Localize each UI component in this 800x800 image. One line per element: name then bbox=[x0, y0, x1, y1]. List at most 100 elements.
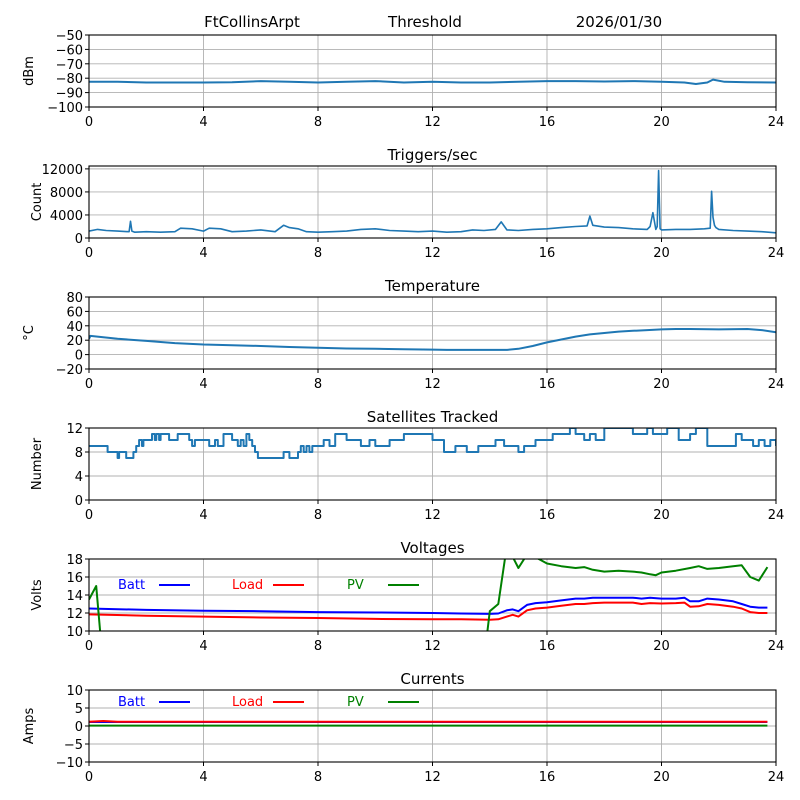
y-tick-label: 12000 bbox=[42, 163, 83, 178]
y-tick-label: 0 bbox=[75, 349, 83, 364]
x-tick-label: 16 bbox=[539, 115, 556, 130]
x-tick-label: 20 bbox=[653, 508, 670, 523]
series-line-temperature-temperature bbox=[89, 328, 776, 351]
x-tick-label: 12 bbox=[424, 770, 441, 785]
y-tick-label: 16 bbox=[66, 571, 83, 586]
x-tick-label: 16 bbox=[539, 246, 556, 261]
chart-title: Satellites Tracked bbox=[367, 408, 498, 426]
x-tick-label: 12 bbox=[424, 377, 441, 392]
x-tick-label: 0 bbox=[85, 639, 93, 654]
chart-title: Currents bbox=[400, 670, 464, 688]
x-tick-label: 4 bbox=[199, 377, 207, 392]
x-tick-label: 8 bbox=[314, 246, 322, 261]
y-tick-label: 12 bbox=[66, 422, 83, 437]
y-tick-label: −5 bbox=[64, 738, 83, 753]
x-tick-label: 16 bbox=[539, 639, 556, 654]
panel-currents: 0 4 8 12 16 20 24 −10 −5 0 5 10 Currents Amps Batt Load… bbox=[22, 670, 784, 785]
panel-voltages: 0 4 8 12 16 20 24 10 12 14 16 18 Voltages Volts Batt Lo… bbox=[30, 539, 784, 654]
x-tick-label: 0 bbox=[85, 377, 93, 392]
x-tick-label: 24 bbox=[768, 246, 785, 261]
x-tick-label: 0 bbox=[85, 246, 93, 261]
series-line-triggers-triggers bbox=[89, 169, 776, 234]
x-tick-label: 20 bbox=[653, 377, 670, 392]
legend-label-batt: Batt bbox=[118, 695, 145, 710]
y-axis-label: Number bbox=[30, 437, 45, 490]
series-line-voltages-batt bbox=[89, 596, 768, 615]
x-tick-label: 12 bbox=[424, 639, 441, 654]
y-tick-label: 14 bbox=[66, 589, 83, 604]
y-tick-label: −60 bbox=[56, 43, 83, 58]
y-tick-label: −100 bbox=[47, 101, 83, 116]
y-tick-label: 4 bbox=[75, 470, 83, 485]
x-tick-label: 24 bbox=[768, 639, 785, 654]
x-tick-label: 16 bbox=[539, 377, 556, 392]
series-line-voltages-pv bbox=[89, 559, 769, 631]
y-tick-label: 60 bbox=[66, 305, 83, 320]
x-tick-label: 16 bbox=[539, 770, 556, 785]
x-tick-label: 4 bbox=[199, 508, 207, 523]
x-tick-label: 12 bbox=[424, 508, 441, 523]
legend-label-batt: Batt bbox=[118, 578, 145, 593]
x-tick-label: 0 bbox=[85, 115, 93, 130]
x-tick-label: 12 bbox=[424, 115, 441, 130]
y-tick-label: 12 bbox=[66, 607, 83, 622]
series-line-currents-load bbox=[89, 720, 768, 723]
x-tick-label: 8 bbox=[314, 115, 322, 130]
panel-triggers: 0 4 8 12 16 20 24 0 4000 8000 12000 Triggers/sec Cou… bbox=[30, 146, 784, 261]
y-tick-label: 20 bbox=[66, 334, 83, 349]
panel-satellites: 0 4 8 12 16 20 24 0 4 8 12 Satellites Tracked Number bbox=[30, 408, 784, 523]
y-tick-label: −90 bbox=[56, 87, 83, 102]
y-axis-label: °C bbox=[22, 325, 37, 341]
y-tick-label: −50 bbox=[56, 29, 83, 44]
x-tick-label: 8 bbox=[314, 770, 322, 785]
x-tick-label: 8 bbox=[314, 639, 322, 654]
legend-label-load: Load bbox=[232, 695, 263, 710]
x-tick-label: 4 bbox=[199, 115, 207, 130]
x-tick-label: 20 bbox=[653, 639, 670, 654]
y-tick-label: 5 bbox=[75, 702, 83, 717]
chart-title: Triggers/sec bbox=[387, 146, 478, 164]
x-tick-label: 24 bbox=[768, 770, 785, 785]
chart-title: Voltages bbox=[400, 539, 464, 557]
y-tick-label: 8 bbox=[75, 446, 83, 461]
y-tick-label: 10 bbox=[66, 684, 83, 699]
series-line-signal-signal bbox=[89, 78, 776, 85]
y-tick-label: 0 bbox=[75, 494, 83, 509]
y-tick-label: 80 bbox=[66, 291, 83, 306]
series-line-satellites-satellites bbox=[89, 428, 776, 459]
y-tick-label: −20 bbox=[56, 363, 83, 378]
legend-label-pv: PV bbox=[347, 578, 364, 593]
y-tick-label: 18 bbox=[66, 553, 83, 568]
x-tick-label: 4 bbox=[199, 770, 207, 785]
y-tick-label: 4000 bbox=[50, 209, 83, 224]
y-axis-label: dBm bbox=[22, 56, 37, 86]
y-axis-label: Count bbox=[30, 183, 45, 222]
x-tick-label: 4 bbox=[199, 246, 207, 261]
x-tick-label: 16 bbox=[539, 508, 556, 523]
y-axis-label: Volts bbox=[30, 579, 45, 611]
x-tick-label: 24 bbox=[768, 377, 785, 392]
x-tick-label: 24 bbox=[768, 115, 785, 130]
x-tick-label: 0 bbox=[85, 508, 93, 523]
header-mode: Threshold bbox=[387, 13, 462, 31]
x-tick-label: 24 bbox=[768, 508, 785, 523]
x-tick-label: 20 bbox=[653, 770, 670, 785]
x-tick-label: 4 bbox=[199, 639, 207, 654]
header-station: FtCollinsArpt bbox=[204, 13, 300, 31]
header-date: 2026/01/30 bbox=[576, 13, 662, 31]
x-tick-label: 8 bbox=[314, 377, 322, 392]
legend-label-load: Load bbox=[232, 578, 263, 593]
y-axis-label: Amps bbox=[22, 707, 37, 744]
series-line-voltages-load bbox=[89, 601, 768, 621]
y-tick-label: −10 bbox=[56, 756, 83, 771]
chart-title: Temperature bbox=[384, 277, 480, 295]
panel-signal: 0 4 8 12 16 20 24 −50−60−70−80−90−100 dBm bbox=[22, 29, 784, 130]
legend-label-pv: PV bbox=[347, 695, 364, 710]
y-tick-label: −70 bbox=[56, 58, 83, 73]
y-tick-label: 40 bbox=[66, 320, 83, 335]
x-tick-label: 12 bbox=[424, 246, 441, 261]
y-tick-label: −80 bbox=[56, 72, 83, 87]
